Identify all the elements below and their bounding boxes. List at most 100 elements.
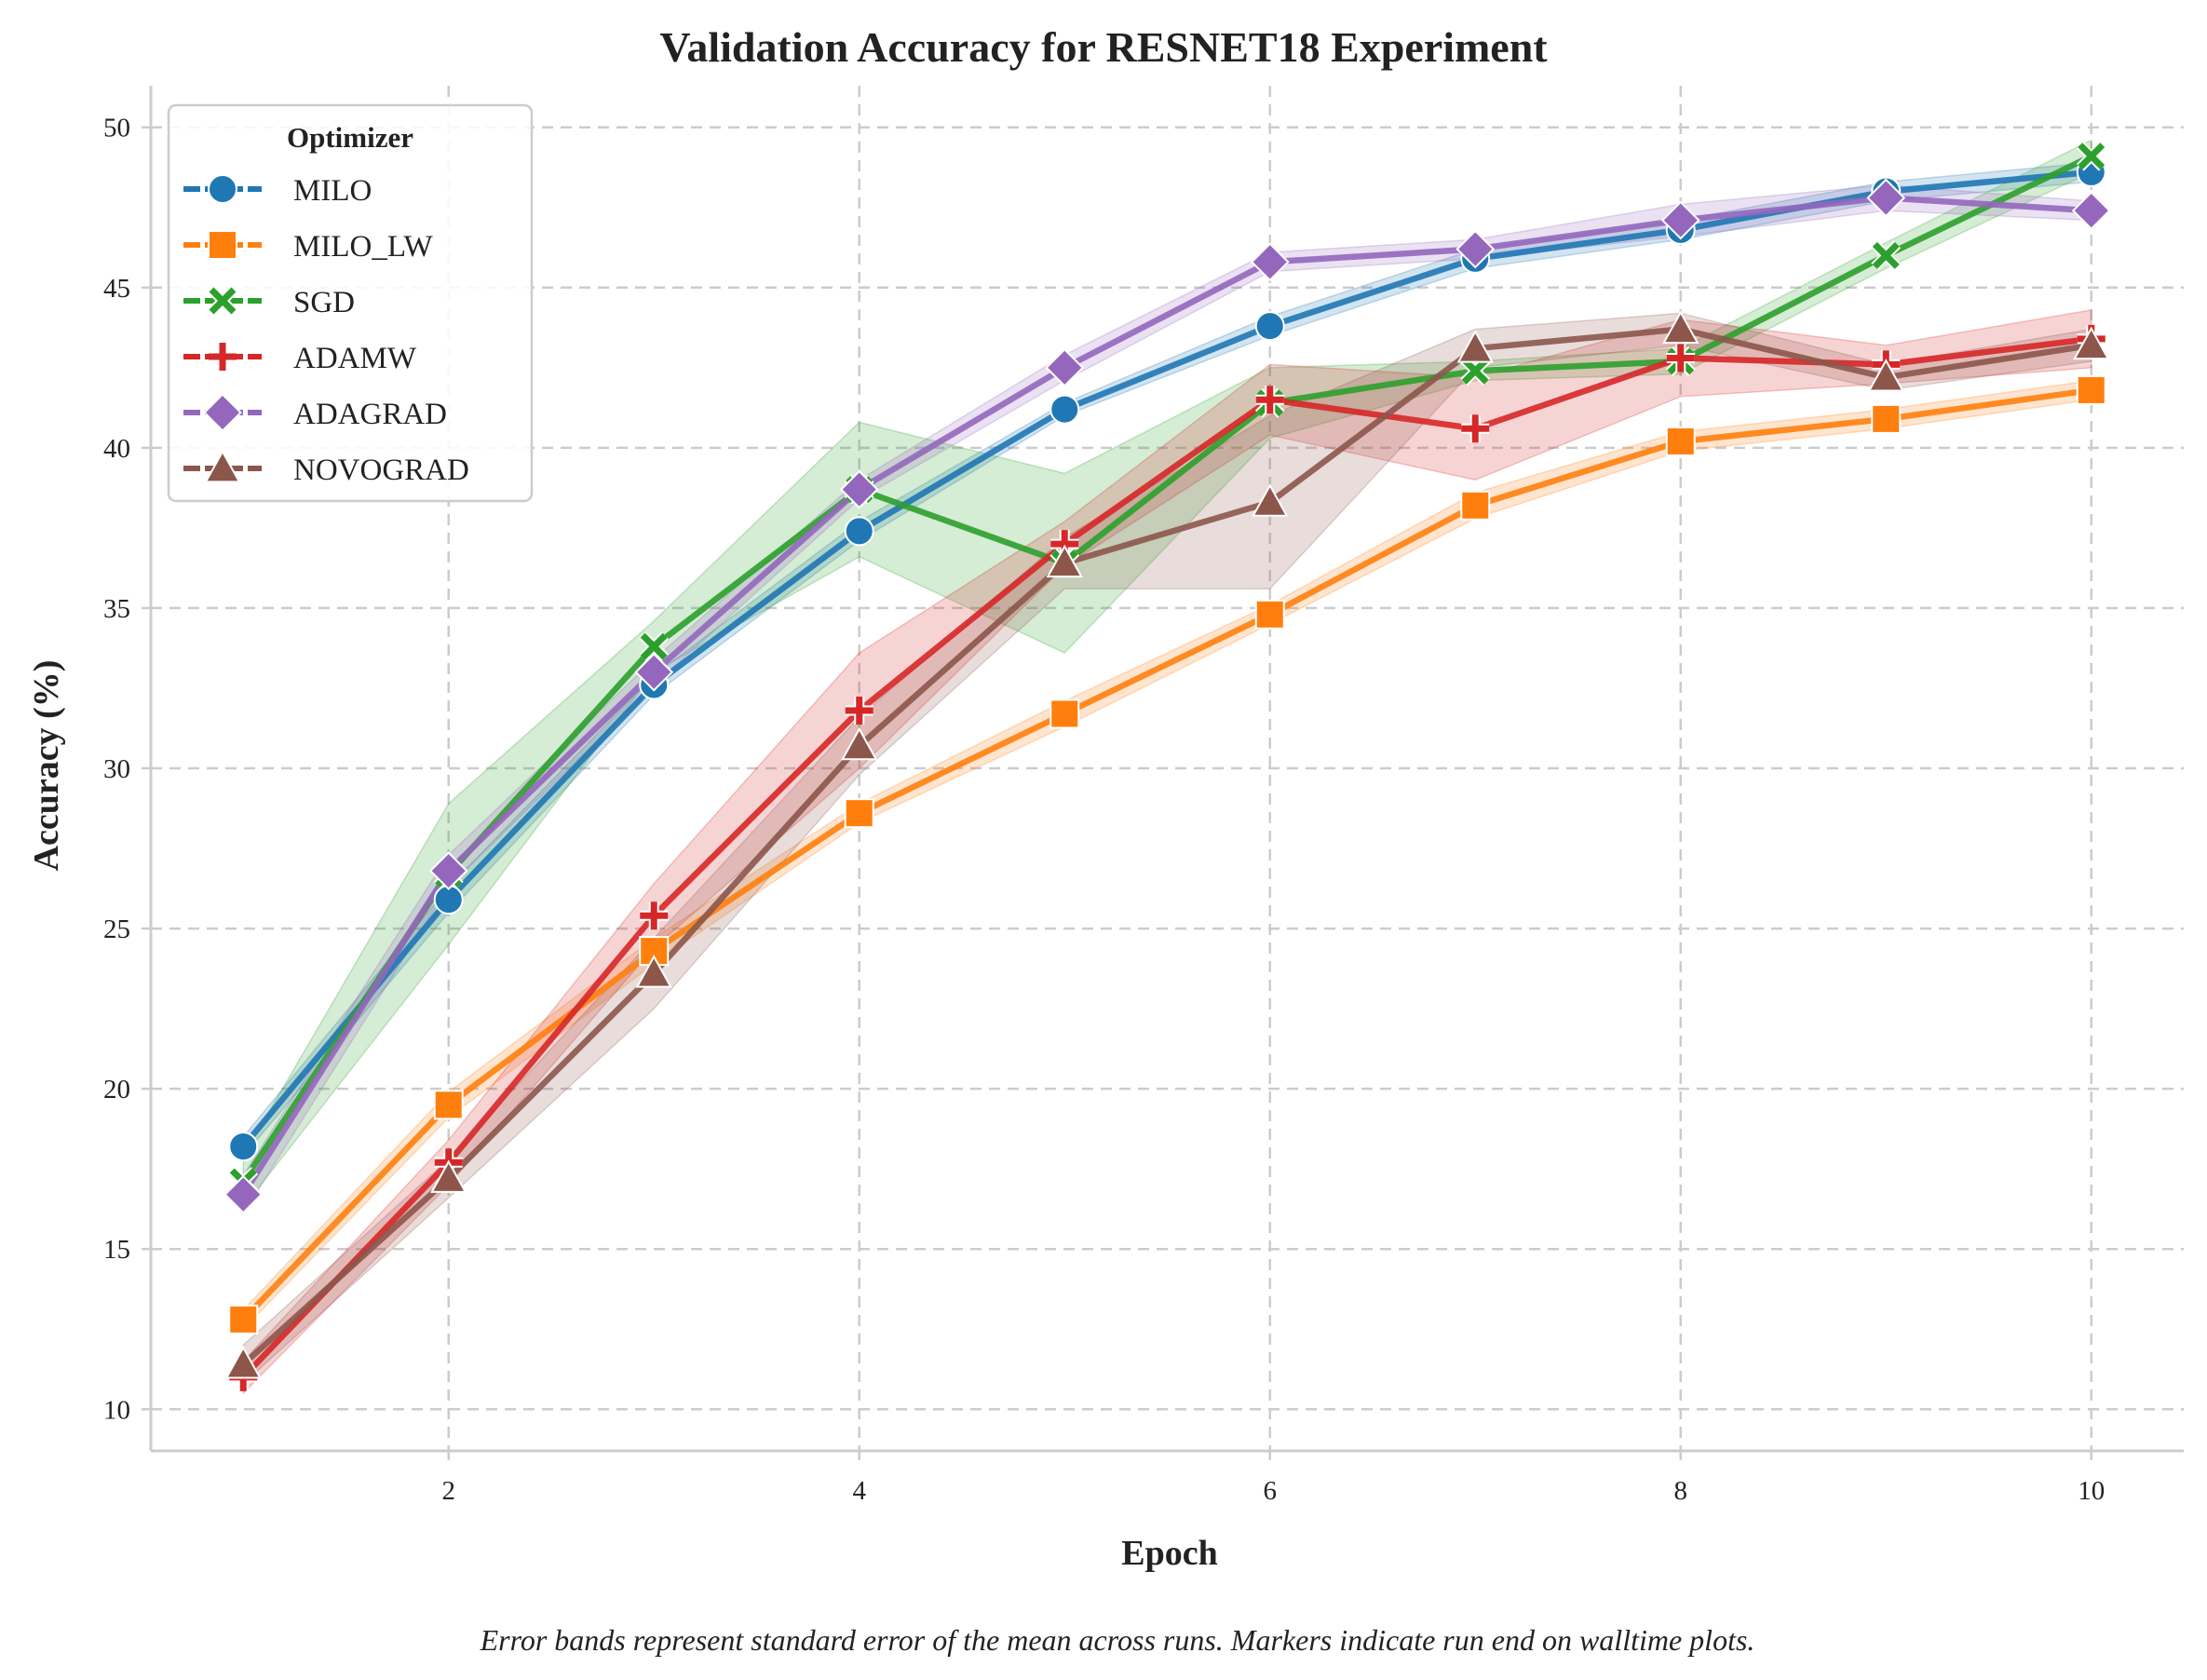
data-point-sgd <box>1460 356 1491 386</box>
x-tick-label: 10 <box>2078 1476 2105 1506</box>
data-point-adagrad <box>634 652 674 692</box>
series-line-adamw <box>240 335 2092 1380</box>
marker-stroke <box>1872 241 1900 269</box>
x-tick-label: 2 <box>441 1476 455 1506</box>
data-point-sgd <box>639 631 670 662</box>
data-point-adagrad <box>839 469 879 509</box>
data-point-novograd <box>2073 326 2110 360</box>
data-point-novograd <box>1867 359 1904 392</box>
legend-label-milo-lw: MILO_LW <box>293 230 434 264</box>
data-point-milo <box>228 1131 259 1162</box>
data-point-milo-lw <box>1460 490 1491 521</box>
series-line-layer <box>240 153 2093 1380</box>
marker-stroke <box>1461 414 1490 443</box>
legend-item-adamw: ADAMW <box>183 342 417 375</box>
marker-stroke <box>209 343 237 371</box>
data-point-novograd <box>841 726 878 761</box>
y-axis-label: Accuracy (%) <box>27 660 66 872</box>
legend-label-adamw: ADAMW <box>293 342 417 375</box>
data-point-adagrad <box>223 1174 264 1214</box>
legend-item-sgd: SGD <box>183 286 355 319</box>
chart-caption: Error bands represent standard error of … <box>480 1623 1755 1657</box>
legend-marker-milo-lw <box>208 230 237 260</box>
data-point-sgd <box>1871 240 1902 271</box>
data-point-novograd <box>1662 310 1699 344</box>
legend-marker-milo <box>208 174 237 204</box>
y-tick-label: 20 <box>103 1075 130 1104</box>
marker-stroke <box>209 287 237 315</box>
data-point-novograd <box>430 1159 467 1193</box>
data-point-adagrad <box>1660 200 1700 240</box>
y-tick-label: 30 <box>103 754 130 784</box>
y-tick-label: 45 <box>103 274 130 304</box>
data-point-milo-lw <box>1665 426 1696 456</box>
data-point-milo <box>1254 311 1285 342</box>
data-point-novograd <box>1252 483 1289 517</box>
legend-label-sgd: SGD <box>293 286 355 319</box>
marker-stroke <box>845 697 873 725</box>
legend-frame <box>167 103 534 503</box>
y-tick-label: 25 <box>103 915 130 944</box>
legend-marker-adamw <box>209 343 237 371</box>
y-tick-label: 35 <box>103 594 130 624</box>
legend-marker-adagrad <box>203 393 242 432</box>
series-line-milo-lw <box>240 386 2092 1322</box>
data-point-adamw <box>1461 414 1490 443</box>
data-point-milo-lw <box>1871 403 1902 434</box>
marker-stroke <box>2078 142 2105 170</box>
data-point-milo-lw <box>1049 698 1080 729</box>
series-line-novograd <box>241 326 2092 1367</box>
legend-items: MILO MILO_LW SGD ADAMW ADAGRAD NOVOGRAD <box>183 174 469 487</box>
legend-item-milo-lw: MILO_LW <box>183 230 434 264</box>
data-point-novograd <box>1046 544 1083 578</box>
legend-marker-novograd <box>204 449 241 483</box>
series-line-sgd <box>240 153 2093 1184</box>
series-line-adagrad <box>240 195 2092 1197</box>
x-axis-label: Epoch <box>1121 1534 1217 1573</box>
data-point-milo-lw <box>433 1090 464 1120</box>
legend-item-novograd: NOVOGRAD <box>183 449 469 487</box>
x-tick-label: 4 <box>852 1476 866 1506</box>
y-tick-label: 15 <box>103 1235 130 1265</box>
x-tick-label: 8 <box>1674 1476 1688 1506</box>
legend-item-adagrad: ADAGRAD <box>183 393 447 432</box>
data-point-adamw <box>845 697 873 725</box>
legend: Optimizer MILO MILO_LW SGD ADAMW ADAGRAD NOVO… <box>167 103 534 503</box>
x-tick-label: 6 <box>1264 1476 1278 1506</box>
data-point-adagrad <box>1250 242 1290 282</box>
y-tick-label: 40 <box>103 434 130 464</box>
data-point-milo-lw <box>844 798 874 829</box>
data-point-novograd <box>635 955 672 988</box>
error-band-adamw <box>242 309 2092 1395</box>
data-point-adagrad <box>1866 178 1906 218</box>
y-tick-label: 50 <box>103 114 130 143</box>
legend-label-adagrad: ADAGRAD <box>293 398 447 431</box>
marker-stroke <box>1666 344 1695 373</box>
legend-label-milo: MILO <box>293 174 372 208</box>
data-point-adagrad <box>2071 191 2111 231</box>
data-point-adagrad <box>428 851 468 891</box>
chart-title: Validation Accuracy for RESNET18 Experim… <box>659 23 1548 71</box>
y-tick-label: 10 <box>103 1395 130 1425</box>
data-point-sgd <box>2076 141 2106 171</box>
data-point-novograd <box>1456 330 1494 363</box>
data-point-novograd <box>224 1346 262 1379</box>
data-point-adamw <box>1666 344 1695 373</box>
marker-stroke <box>640 901 669 930</box>
legend-title: Optimizer <box>287 121 413 154</box>
marker-layer <box>223 141 2111 1391</box>
data-point-adamw <box>640 901 669 930</box>
data-point-milo-lw <box>228 1304 259 1335</box>
data-point-adagrad <box>1456 229 1496 269</box>
data-point-milo-lw <box>2076 374 2106 405</box>
legend-item-milo: MILO <box>183 174 372 208</box>
legend-marker-sgd <box>208 286 237 316</box>
marker-stroke <box>640 632 668 660</box>
data-point-adamw <box>1255 386 1284 414</box>
data-point-milo-lw <box>1254 599 1285 630</box>
data-point-milo <box>1049 394 1080 425</box>
legend-label-novograd: NOVOGRAD <box>293 454 469 487</box>
marker-stroke <box>1255 386 1284 414</box>
marker-stroke <box>1461 357 1489 385</box>
